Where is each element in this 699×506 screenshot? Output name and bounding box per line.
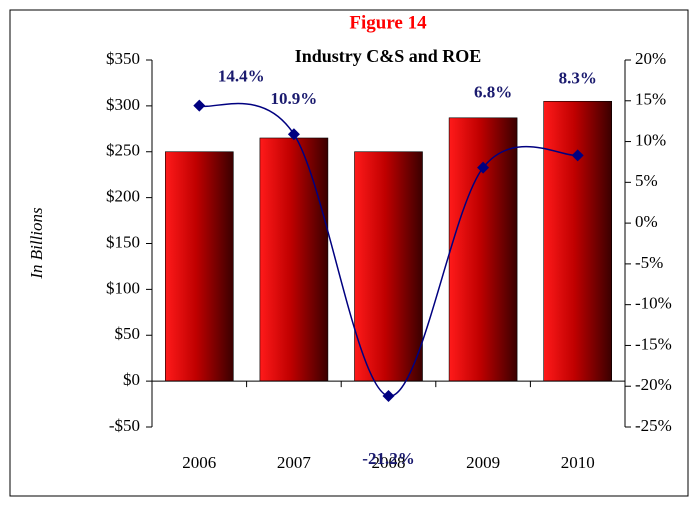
marker [477, 161, 490, 174]
bar [543, 100, 613, 382]
y2-tick-label: -20% [635, 375, 672, 394]
y2-tick-label: -10% [635, 294, 672, 313]
bar [448, 117, 518, 382]
data-label: 6.8% [474, 83, 512, 102]
bar [259, 137, 329, 382]
bar [165, 151, 234, 382]
y2-tick-label: 20% [635, 49, 666, 68]
y-axis-label: In Billions [27, 207, 46, 280]
bar [354, 151, 423, 382]
x-tick-label: 2008 [372, 453, 406, 472]
data-label: 8.3% [559, 68, 597, 87]
x-tick-label: 2007 [277, 453, 312, 472]
marker [571, 149, 584, 162]
y-tick-label: $150 [106, 232, 140, 251]
data-label: 10.9% [271, 89, 318, 108]
y2-tick-label: -15% [635, 334, 672, 353]
x-tick-label: 2010 [561, 453, 595, 472]
data-label: -21.2% [362, 449, 414, 468]
y-tick-label: -$50 [109, 416, 140, 435]
x-tick-label: 2009 [466, 453, 500, 472]
y-tick-label: $350 [106, 49, 140, 68]
y2-tick-label: 10% [635, 130, 666, 149]
marker [382, 390, 395, 403]
y2-tick-label: -5% [635, 253, 663, 272]
y-tick-label: $0 [123, 370, 140, 389]
y-tick-label: $300 [106, 95, 140, 114]
y2-tick-label: 0% [635, 212, 658, 231]
y-tick-label: $200 [106, 187, 140, 206]
marker [193, 99, 206, 112]
data-label: 14.4% [218, 67, 265, 86]
y2-tick-label: 15% [635, 90, 666, 109]
y2-tick-label: -25% [635, 416, 672, 435]
y-tick-label: $50 [115, 324, 141, 343]
y2-tick-label: 5% [635, 171, 658, 190]
marker [287, 128, 300, 141]
y-tick-label: $250 [106, 141, 140, 160]
y-tick-label: $100 [106, 278, 140, 297]
chart-subtitle: Industry C&S and ROE [295, 46, 482, 66]
x-tick-label: 2006 [182, 453, 216, 472]
chart-title: Figure 14 [349, 12, 427, 33]
